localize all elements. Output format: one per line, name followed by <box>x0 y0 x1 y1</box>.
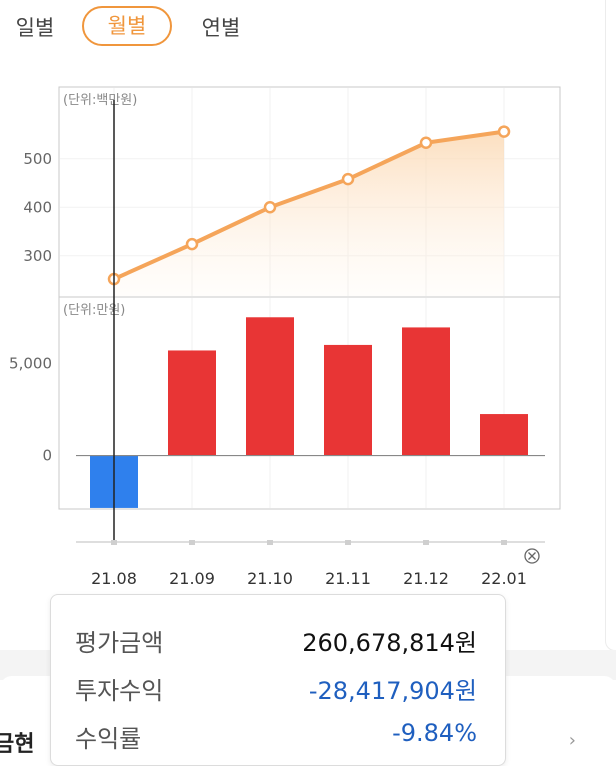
line-point[interactable] <box>341 172 355 186</box>
slider-tick <box>501 540 507 545</box>
line-point[interactable] <box>497 125 511 138</box>
line-point[interactable] <box>419 136 433 150</box>
close-circle-icon[interactable] <box>524 548 540 564</box>
bar[interactable] <box>480 414 528 456</box>
bar[interactable] <box>324 344 372 456</box>
tooltip-value: 260,678,814원 <box>302 629 477 657</box>
tooltip-label: 수익률 <box>75 725 142 753</box>
bar[interactable] <box>246 317 294 456</box>
tooltip-value: -9.84% <box>392 719 477 747</box>
line-y-ticks: 300 400 500 <box>23 150 52 265</box>
y-tick-label: 500 <box>23 150 52 168</box>
tooltip-label: 투자수익 <box>75 677 164 705</box>
tooltip-label: 평가금액 <box>75 629 164 657</box>
x-tick-label: 22.01 <box>481 569 527 588</box>
tooltip-row-profit: 투자수익 -28,417,904원 <box>75 671 477 711</box>
x-tick-label: 21.08 <box>91 569 137 588</box>
chevron-right-icon[interactable]: › <box>568 730 576 751</box>
slider-tick <box>423 540 429 545</box>
line-points <box>107 125 511 286</box>
tab-yearly[interactable]: 연별 <box>201 16 241 40</box>
slider-tick <box>267 540 273 545</box>
slider-tick <box>189 540 195 545</box>
x-axis-labels: 21.08 21.09 21.10 21.11 21.12 22.01 <box>91 569 527 588</box>
area-fill <box>114 131 504 296</box>
slider-tick <box>111 540 117 545</box>
y-tick-label: 5,000 <box>9 354 52 372</box>
bar-y-ticks: 0 5,000 <box>9 354 52 464</box>
line-unit-label: (단위:백만원) <box>63 93 137 108</box>
data-tooltip: 평가금액 260,678,814원 투자수익 -28,417,904원 수익률 … <box>50 594 506 766</box>
tooltip-row-eval: 평가금액 260,678,814원 <box>75 623 477 663</box>
x-tick-label: 21.09 <box>169 569 215 588</box>
y-tick-label: 0 <box>42 447 52 465</box>
x-tick-label: 21.12 <box>403 569 449 588</box>
period-tabs: 일별 월별 연별 <box>0 0 616 60</box>
tooltip-row-rate: 수익률 -9.84% <box>75 719 477 759</box>
bar-unit-label: (단위:만원) <box>63 303 125 318</box>
lower-section-title: 금현 <box>0 732 35 757</box>
y-tick-label: 400 <box>23 198 52 216</box>
tab-daily[interactable]: 일별 <box>15 16 55 40</box>
line-point[interactable] <box>185 237 199 251</box>
x-tick-label: 21.10 <box>247 569 293 588</box>
bar[interactable] <box>168 350 216 456</box>
slider-tick <box>345 540 351 545</box>
y-tick-label: 300 <box>23 247 52 265</box>
bar[interactable] <box>402 327 450 456</box>
series-line <box>113 129 505 281</box>
slider-ticks <box>111 540 507 545</box>
line-point[interactable] <box>263 201 277 214</box>
tab-monthly[interactable]: 월별 <box>82 6 172 46</box>
x-tick-label: 21.11 <box>325 569 371 588</box>
bar-panel-frame <box>58 296 561 510</box>
tooltip-value: -28,417,904원 <box>308 677 477 705</box>
